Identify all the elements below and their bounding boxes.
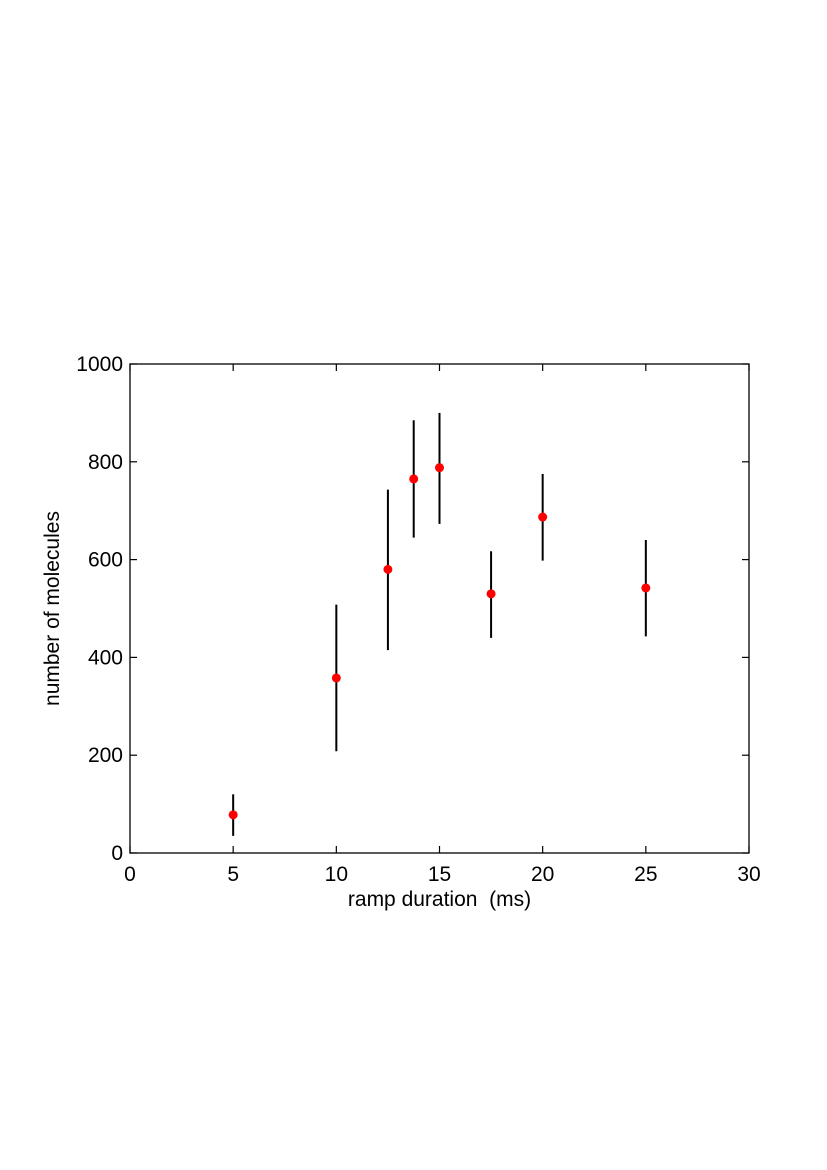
axis-tick-labels: 0 5 10 15 20 25 30 0 200 400 600 800 1000	[76, 353, 760, 886]
y-tick-label: 0	[111, 842, 123, 865]
x-tick-label: 15	[428, 863, 451, 886]
data-point	[538, 512, 548, 522]
x-tick-label: 5	[227, 863, 239, 886]
y-tick-label: 800	[88, 451, 123, 474]
data-point	[435, 463, 444, 473]
y-tick-label: 200	[88, 744, 123, 767]
data-point	[383, 564, 393, 574]
data-point	[641, 583, 651, 593]
x-tick-label: 10	[325, 863, 348, 886]
x-axis-label: ramp duration (ms)	[348, 888, 531, 911]
x-tick-label: 0	[124, 863, 136, 886]
y-axis-label: number of molecules	[41, 511, 64, 706]
y-tick-label: 1000	[76, 353, 123, 376]
data-point	[228, 810, 238, 820]
data-point	[409, 474, 419, 484]
data-point	[331, 673, 341, 683]
y-tick-label: 600	[88, 549, 123, 572]
data-point	[486, 589, 496, 599]
data-points	[228, 463, 651, 820]
y-tick-label: 400	[88, 646, 123, 669]
x-tick-label: 20	[531, 863, 554, 886]
x-tick-label: 30	[737, 863, 760, 886]
x-tick-label: 25	[634, 863, 657, 886]
axis-ticks	[129, 363, 750, 854]
